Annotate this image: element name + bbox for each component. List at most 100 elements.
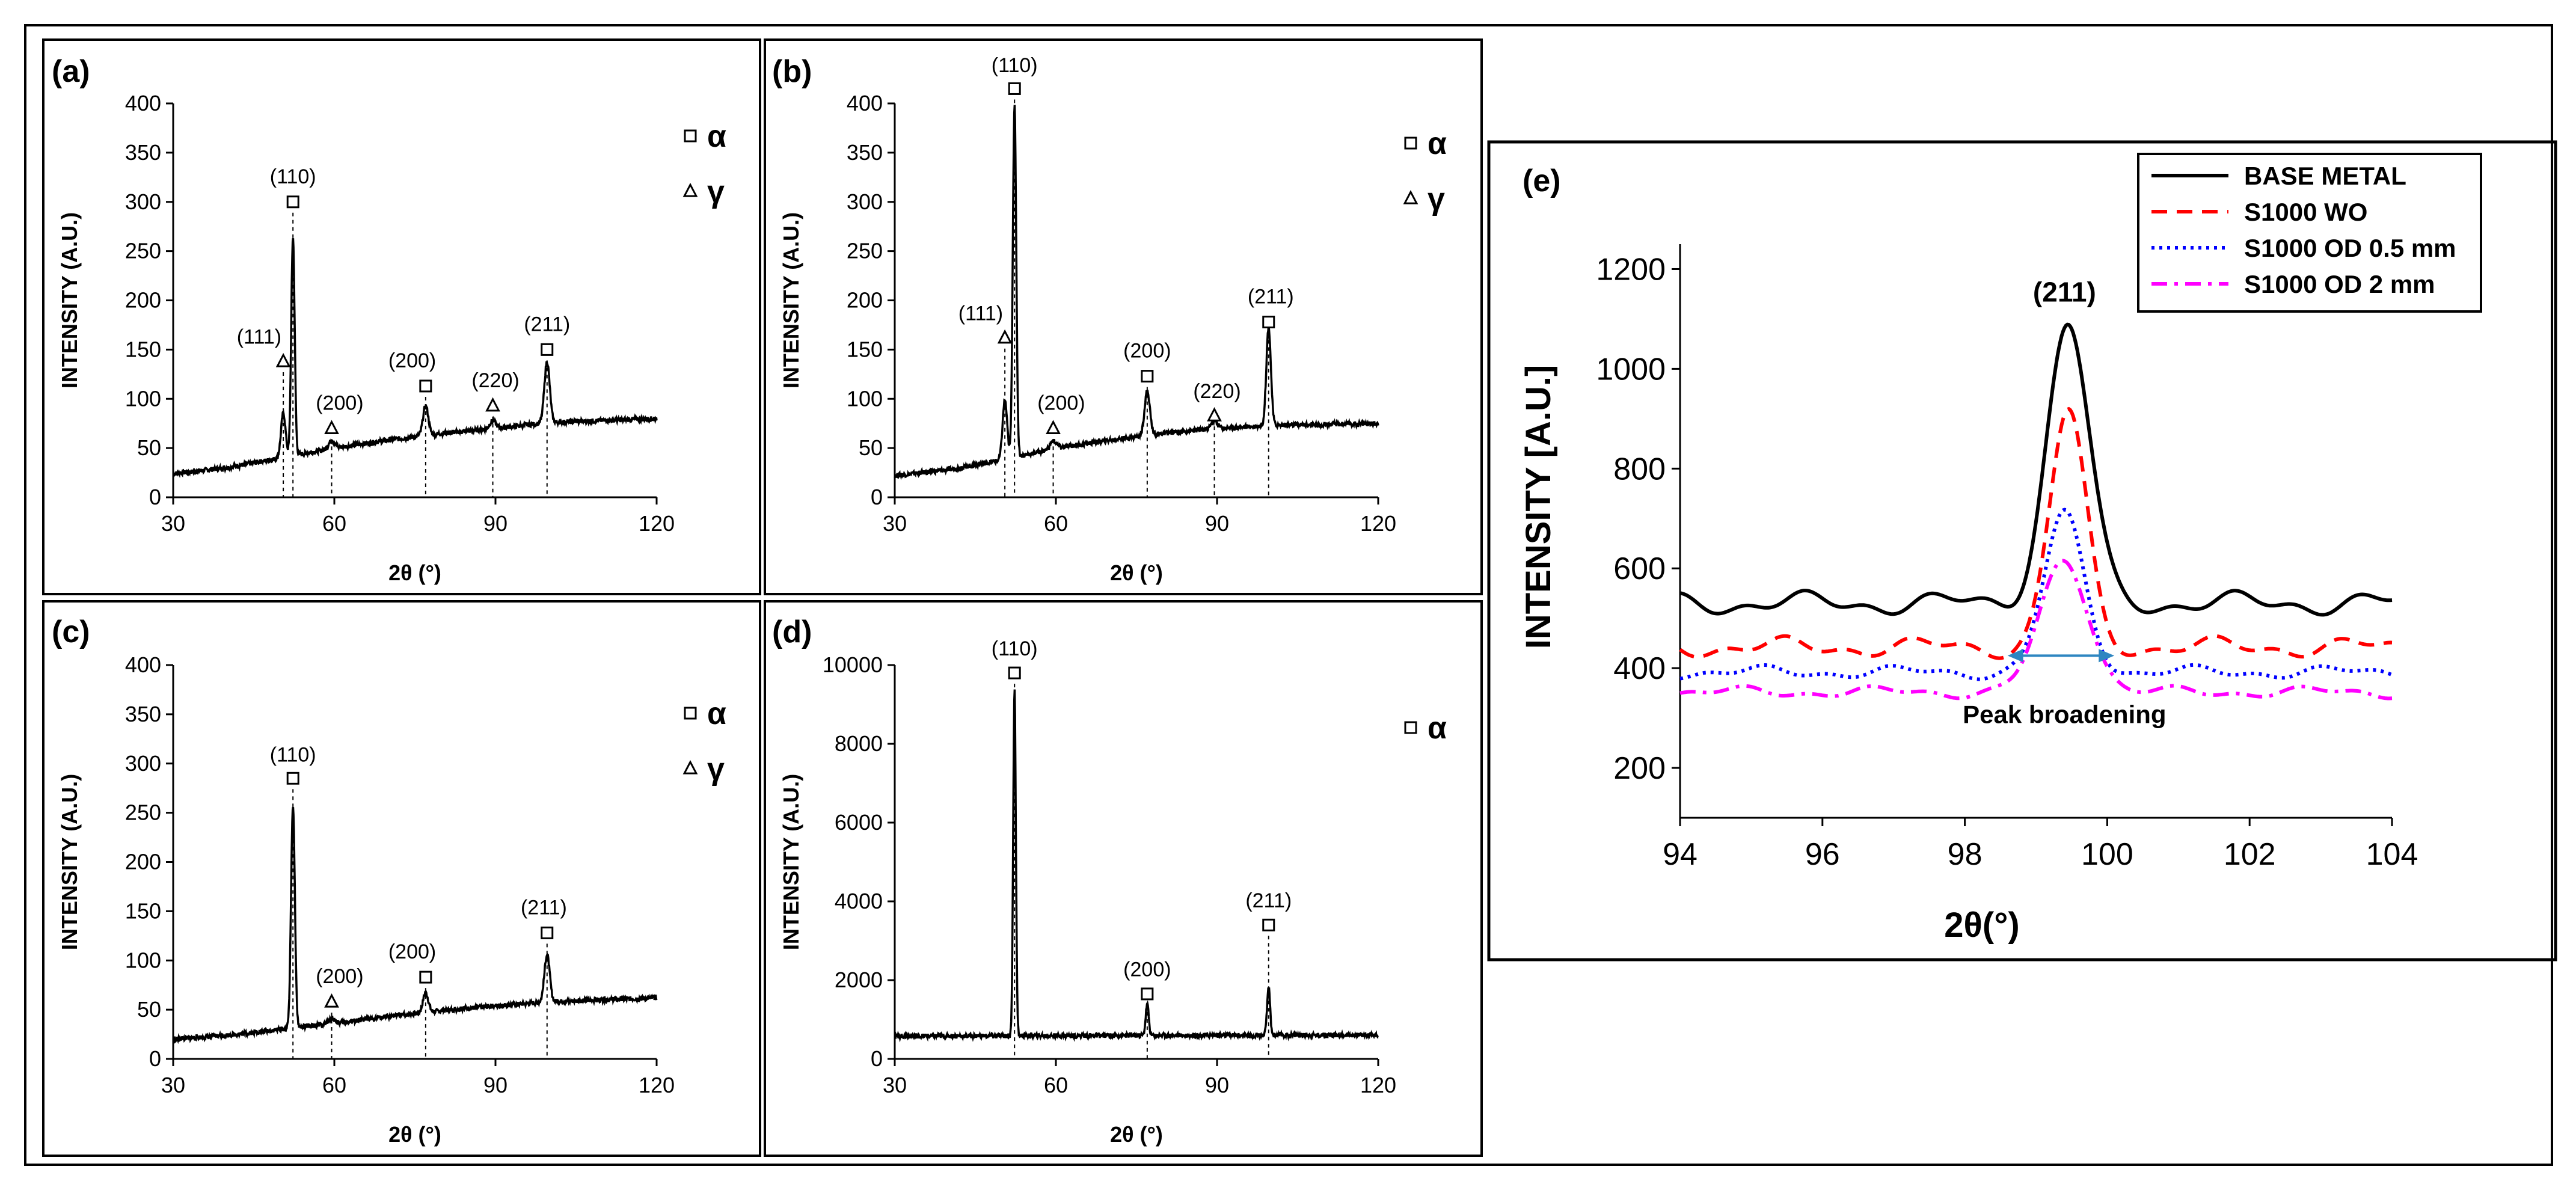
x-axis-label-c: 2θ (°) [388,1122,441,1147]
peak-label-b: (220) [1193,380,1240,403]
plot-b: 0 50 100 150 200 250 300 350 400 30 60 90 120 2θ (°) I… [779,54,1447,585]
phase-marker-square-a [419,379,432,393]
y-tick-label-c: 350 [125,702,161,726]
peak-label-c: (200) [388,940,436,963]
y-tick-label-a: 350 [125,140,161,165]
y-tick-label-c: 200 [125,850,161,874]
panel-label-d: (d) [772,615,812,649]
xrd-pattern-a [172,238,658,479]
legend-label-e: S1000 OD 2 mm [2244,270,2435,298]
y-tick-label-e: 400 [1613,651,1666,686]
phase-marker-square-b [1008,82,1021,95]
peak-label-b: (110) [992,54,1038,77]
peak-label-c: (211) [521,896,567,919]
broadening-arrowhead-left [2007,649,2023,663]
y-tick-label-a: 200 [125,288,161,313]
legend-marker-square-d [1404,721,1417,734]
y-tick-label-c: 400 [125,652,161,677]
y-tick-label-a: 50 [137,435,161,460]
legend-marker-square-a [684,129,697,143]
y-tick-label-b: 150 [847,337,883,361]
x-axis-label-a: 2θ (°) [388,560,441,585]
y-tick-label-c: 150 [125,898,161,923]
y-tick-label-e: 200 [1613,751,1666,786]
x-tick-label-a: 60 [322,511,346,536]
y-tick-label-a: 250 [125,239,161,263]
legend-label-a: α [707,119,726,154]
panel-label-e: (e) [1523,164,1561,198]
legend-marker-square-b [1404,136,1417,150]
series-line-s1000-od-2-mm [1679,559,2393,701]
panel-label-b: (b) [772,54,812,89]
y-tick-label-b: 50 [859,435,883,460]
phase-marker-square-b [1141,370,1154,383]
panel-frame-b [764,38,1483,595]
x-tick-label-e: 102 [2224,837,2276,872]
legend-marker-triangle-b [1403,189,1418,204]
y-tick-label-b: 400 [847,91,883,115]
y-tick-label-a: 150 [125,337,161,361]
y-tick-label-c: 50 [137,997,161,1022]
panel-frame-a [42,38,761,595]
y-axis-label-b: INTENSITY (A.U.) [779,212,803,388]
y-tick-label-a: 400 [125,91,161,115]
legend-label-e: S1000 OD 0.5 mm [2244,234,2456,262]
phase-marker-square-a [286,195,299,209]
x-tick-label-c: 120 [639,1073,675,1097]
x-tick-label-c: 90 [483,1073,508,1097]
peak-label-a: (200) [316,391,363,414]
phase-marker-square-d [1008,666,1021,679]
y-tick-label-d: 6000 [835,810,883,835]
legend-label-e: S1000 WO [2244,198,2367,226]
peak-label-c: (110) [270,744,316,767]
x-tick-label-a: 120 [639,511,675,536]
legend-label-b: α [1428,126,1447,161]
phase-marker-triangle-a [275,352,291,367]
plot-c: 0 50 100 150 200 250 300 350 400 30 60 90 120 2θ (°) I… [57,652,726,1147]
y-tick-label-d: 2000 [835,968,883,992]
phase-marker-triangle-a [324,420,339,434]
legend-label-b: γ [1428,182,1445,216]
phase-marker-square-c [419,971,432,984]
y-tick-label-c: 250 [125,800,161,825]
legend-marker-triangle-a [682,182,698,197]
phase-marker-triangle-b [1207,407,1222,422]
y-tick-label-c: 300 [125,751,161,776]
x-tick-label-c: 30 [161,1073,185,1097]
x-tick-label-e: 96 [1805,837,1840,872]
legend-marker-triangle-c [682,759,698,774]
xrd-pattern-b [894,105,1379,480]
peak-label-b: (200) [1037,391,1085,414]
peak-label-e: (211) [2033,276,2096,307]
legend-label-d: α [1428,711,1447,746]
y-tick-label-e: 1200 [1596,252,1666,287]
xrd-pattern-d [894,689,1379,1043]
plot-e: 200 400 600 800 1000 1200 94 96 98 100 102 104 2θ(°)… [1519,153,2482,945]
phase-marker-square-b [1262,316,1275,329]
x-axis-label-b: 2θ (°) [1110,560,1163,585]
peak-label-c: (200) [316,965,363,988]
x-axis-label-d: 2θ (°) [1110,1122,1163,1147]
x-tick-label-c: 60 [322,1073,346,1097]
y-tick-label-a: 300 [125,189,161,214]
x-tick-label-d: 60 [1044,1073,1068,1097]
x-tick-label-b: 90 [1205,511,1229,536]
peak-label-b: (211) [1248,286,1294,308]
x-tick-label-b: 120 [1360,511,1396,536]
y-tick-label-b: 0 [871,485,883,509]
y-tick-label-d: 10000 [823,652,883,677]
peak-broadening-label: Peak broadening [1963,700,2166,728]
x-tick-label-d: 30 [883,1073,907,1097]
peak-label-a: (200) [388,349,436,372]
peak-label-d: (200) [1123,958,1171,981]
x-tick-label-e: 100 [2081,837,2133,872]
y-tick-label-d: 8000 [835,731,883,756]
peak-label-b: (111) [958,302,1003,325]
y-axis-label-e: INTENSITY [A.U.] [1519,365,1558,649]
xrd-pattern-c [172,806,658,1044]
y-tick-label-b: 300 [847,189,883,214]
x-tick-label-a: 30 [161,511,185,536]
panel-label-a: (a) [52,54,90,89]
x-tick-label-e: 94 [1663,837,1697,872]
